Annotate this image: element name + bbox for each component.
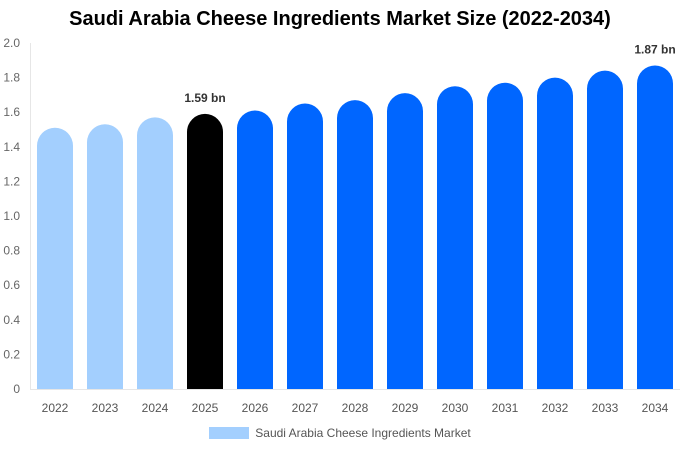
bar-2031: [487, 82, 523, 389]
bar-2025: [187, 113, 223, 389]
x-tick-label: 2025: [192, 401, 219, 415]
y-tick-label: 0.8: [3, 244, 20, 258]
bar-2023: [87, 124, 123, 390]
legend-label: Saudi Arabia Cheese Ingredients Market: [255, 426, 471, 440]
bar-2034: [637, 65, 673, 390]
bar-2029: [387, 93, 423, 390]
x-tick-label: 2032: [542, 401, 569, 415]
bar-2028: [337, 100, 373, 389]
y-tick-label: 1.4: [3, 140, 20, 154]
bar-2022: [37, 127, 73, 389]
bar-2033: [587, 70, 623, 390]
data-label-2034: 1.87 bn: [634, 42, 675, 56]
chart-title: Saudi Arabia Cheese Ingredients Market S…: [69, 8, 611, 30]
x-tick-label: 2033: [592, 401, 619, 415]
bar-2032: [537, 77, 573, 389]
x-tick-label: 2023: [92, 401, 119, 415]
legend-swatch: [209, 427, 250, 439]
x-tick-label: 2031: [492, 401, 519, 415]
x-tick-label: 2026: [242, 401, 269, 415]
x-tick-label: 2027: [292, 401, 319, 415]
x-tick-label: 2028: [342, 401, 369, 415]
bar-2024: [137, 117, 173, 389]
y-tick-label: 1.8: [3, 71, 20, 85]
data-label-2025: 1.59 bn: [184, 91, 225, 105]
x-tick-label: 2029: [392, 401, 419, 415]
y-tick-label: 1.2: [3, 174, 20, 188]
y-tick-label: 1.6: [3, 105, 20, 119]
bar-2027: [287, 103, 323, 390]
x-tick-label: 2030: [442, 401, 469, 415]
bar-2030: [437, 86, 473, 389]
y-tick-label: 0.2: [3, 347, 20, 361]
x-tick-label: 2022: [42, 401, 69, 415]
y-tick-label: 2.0: [3, 36, 20, 50]
y-tick-label: 0.4: [3, 313, 20, 327]
x-tick-label: 2024: [142, 401, 169, 415]
legend: Saudi Arabia Cheese Ingredients Market: [0, 426, 680, 440]
y-tick-label: 0.6: [3, 278, 20, 292]
y-tick-label: 1.0: [3, 209, 20, 223]
y-tick-label: 0: [13, 382, 20, 396]
bar-2026: [237, 110, 273, 389]
x-tick-label: 2034: [642, 401, 669, 415]
